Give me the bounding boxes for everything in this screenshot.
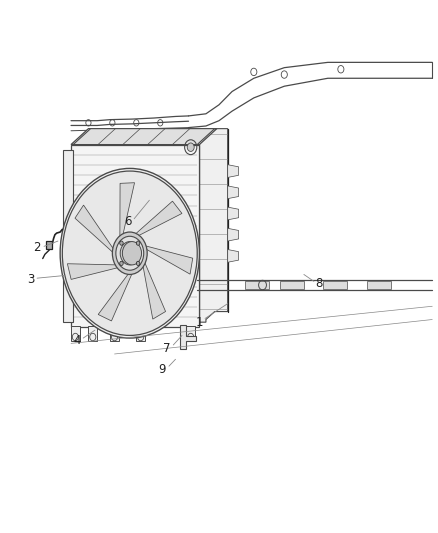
Circle shape bbox=[120, 261, 123, 265]
Text: 1: 1 bbox=[196, 316, 203, 329]
Circle shape bbox=[120, 241, 139, 265]
Text: 7: 7 bbox=[163, 342, 170, 355]
Circle shape bbox=[113, 232, 147, 274]
Circle shape bbox=[122, 241, 141, 265]
Polygon shape bbox=[143, 245, 193, 274]
Polygon shape bbox=[180, 325, 196, 349]
Circle shape bbox=[120, 241, 123, 245]
Text: 6: 6 bbox=[124, 215, 131, 228]
Text: 9: 9 bbox=[159, 364, 166, 376]
Polygon shape bbox=[245, 281, 269, 289]
Polygon shape bbox=[120, 183, 134, 240]
Polygon shape bbox=[228, 165, 239, 177]
Polygon shape bbox=[367, 281, 391, 289]
Polygon shape bbox=[110, 326, 119, 341]
Polygon shape bbox=[133, 201, 182, 237]
Text: 8: 8 bbox=[315, 277, 323, 290]
Circle shape bbox=[187, 143, 194, 151]
Polygon shape bbox=[228, 228, 239, 241]
Polygon shape bbox=[71, 144, 199, 327]
Polygon shape bbox=[228, 207, 239, 220]
Polygon shape bbox=[98, 270, 134, 321]
Text: 3: 3 bbox=[27, 273, 35, 286]
Polygon shape bbox=[228, 249, 239, 262]
Polygon shape bbox=[71, 128, 217, 144]
Polygon shape bbox=[46, 240, 52, 249]
Circle shape bbox=[60, 168, 199, 338]
Polygon shape bbox=[75, 205, 115, 254]
Text: 4: 4 bbox=[74, 334, 81, 347]
Polygon shape bbox=[73, 128, 215, 144]
Polygon shape bbox=[67, 264, 120, 279]
Polygon shape bbox=[136, 326, 145, 341]
Circle shape bbox=[116, 236, 144, 270]
Circle shape bbox=[136, 241, 140, 245]
Polygon shape bbox=[323, 281, 347, 289]
Text: 2: 2 bbox=[33, 241, 41, 254]
Polygon shape bbox=[280, 281, 304, 289]
Polygon shape bbox=[199, 128, 228, 322]
Circle shape bbox=[136, 261, 140, 265]
Polygon shape bbox=[71, 326, 80, 341]
Polygon shape bbox=[142, 260, 166, 319]
Polygon shape bbox=[63, 150, 73, 322]
Circle shape bbox=[62, 171, 197, 335]
Polygon shape bbox=[186, 326, 195, 341]
Polygon shape bbox=[88, 326, 97, 341]
Polygon shape bbox=[228, 186, 239, 199]
